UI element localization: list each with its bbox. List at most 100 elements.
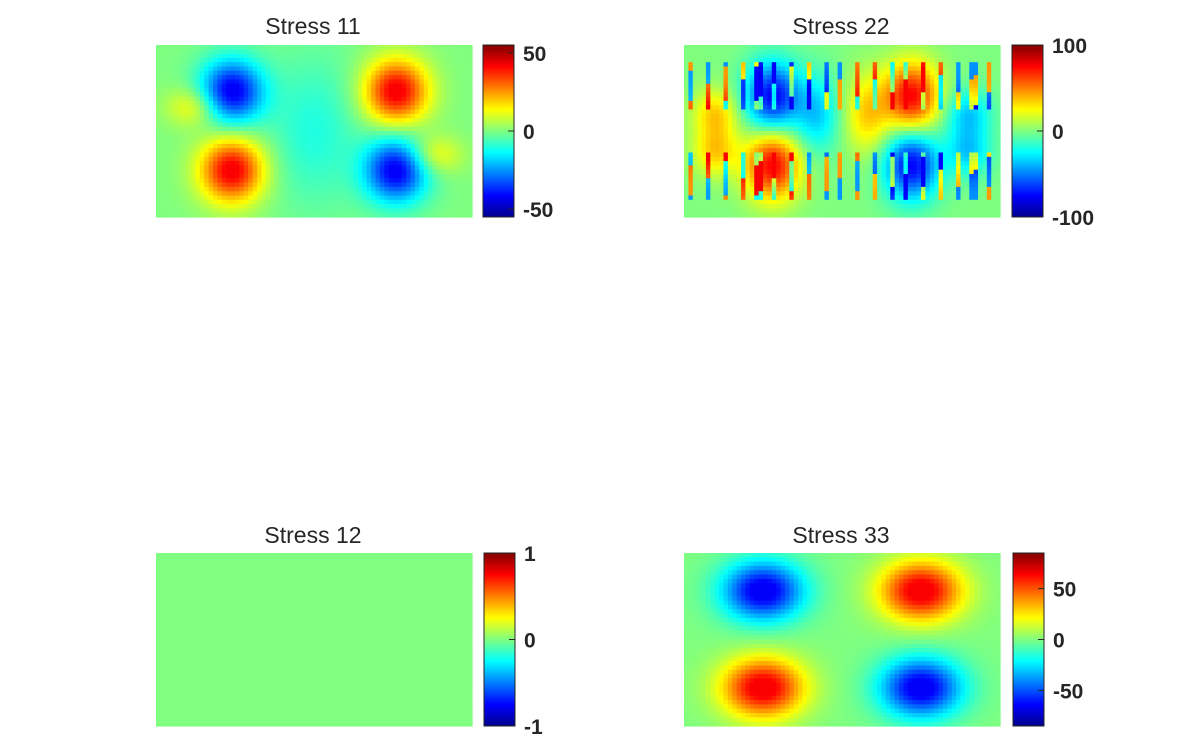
heatmap-cell	[749, 62, 755, 68]
heatmap-cell	[353, 161, 359, 166]
heatmap-cell	[270, 70, 276, 76]
heatmap-cell	[362, 156, 368, 162]
heatmap-cell	[714, 53, 720, 59]
heatmap-cell	[463, 122, 469, 128]
heatmap-cell	[872, 131, 878, 136]
heatmap-cell	[890, 139, 896, 145]
heatmap-cell	[340, 204, 346, 209]
heatmap-cell	[802, 57, 808, 63]
heatmap-cell	[173, 66, 179, 72]
heatmap-cell	[903, 131, 909, 136]
heatmap-cell	[463, 143, 469, 149]
heatmap-cell	[789, 49, 795, 55]
heatmap-cell	[309, 135, 315, 141]
heatmap-cell	[195, 131, 201, 136]
heatmap-cell	[463, 186, 469, 192]
heatmap-cell	[710, 126, 716, 132]
heatmap-cell	[419, 62, 425, 68]
heatmap-cell	[349, 156, 355, 162]
heatmap-cell	[903, 148, 909, 154]
heatmap-cell	[842, 105, 847, 111]
heatmap-cell	[859, 75, 865, 80]
heatmap-cell	[406, 79, 412, 85]
heatmap-cell	[314, 79, 319, 85]
heatmap-cell	[164, 57, 170, 63]
heatmap-cell	[960, 131, 966, 136]
heatmap-cell	[907, 96, 913, 102]
heatmap-cell	[296, 96, 302, 102]
heatmap-cell	[463, 148, 469, 154]
heatmap-cell	[195, 165, 201, 171]
heatmap-cell	[806, 92, 812, 98]
heatmap-cell	[191, 178, 197, 184]
heatmap-cell	[274, 199, 280, 205]
heatmap-cell	[467, 143, 473, 149]
heatmap-cell	[942, 139, 948, 145]
heatmap-cell	[283, 70, 289, 76]
heatmap-cell	[278, 79, 284, 85]
heatmap-cell	[305, 118, 311, 123]
heatmap-cell	[410, 148, 416, 154]
heatmap-cell	[697, 109, 703, 115]
heatmap-cell	[314, 195, 319, 201]
heatmap-cell	[217, 122, 223, 128]
heatmap-cell	[208, 139, 214, 145]
heatmap-cell	[991, 49, 997, 55]
heatmap-cell	[463, 88, 469, 93]
heatmap-cell	[793, 70, 799, 76]
heatmap-cell	[432, 199, 438, 205]
heatmap-cell	[204, 57, 210, 63]
heatmap-cell	[278, 161, 284, 166]
heatmap-cell	[885, 135, 891, 141]
heatmap-cell	[789, 70, 795, 76]
heatmap-cell	[903, 156, 909, 162]
heatmap-cell	[274, 79, 280, 85]
heatmap-cell	[688, 161, 694, 166]
heatmap-cell	[973, 152, 979, 158]
heatmap-cell	[169, 169, 175, 175]
heatmap-cell	[828, 62, 834, 68]
heatmap-cell	[226, 199, 232, 205]
heatmap-cell	[300, 126, 306, 132]
heatmap-cell	[947, 109, 953, 115]
heatmap-cell	[283, 66, 289, 72]
heatmap-cell	[745, 135, 751, 141]
heatmap-cell	[719, 49, 725, 55]
heatmap-cell	[441, 118, 447, 123]
heatmap-cell	[160, 208, 166, 214]
heatmap-cell	[454, 208, 460, 214]
heatmap-cell	[410, 135, 416, 141]
heatmap-cell	[191, 109, 197, 115]
heatmap-cell	[164, 135, 170, 141]
heatmap-cell	[741, 70, 747, 76]
heatmap-cell	[340, 131, 346, 136]
heatmap-cell	[789, 148, 795, 154]
heatmap-cell	[784, 118, 790, 123]
heatmap-cell	[397, 199, 403, 205]
heatmap-cell	[300, 75, 306, 80]
heatmap-cell	[833, 118, 839, 123]
heatmap-cell	[419, 100, 425, 106]
heatmap-cell	[833, 92, 839, 98]
heatmap-cell	[903, 83, 909, 89]
heatmap-cell	[204, 165, 210, 171]
heatmap-cell	[296, 100, 302, 106]
heatmap-cell	[318, 66, 324, 72]
heatmap-cell	[793, 100, 799, 106]
heatmap-cell	[177, 45, 183, 50]
heatmap-cell	[855, 53, 861, 59]
heatmap-cell	[406, 109, 412, 115]
heatmap-cell	[322, 199, 328, 205]
heatmap-cell	[458, 178, 464, 184]
heatmap-cell	[252, 83, 258, 89]
heatmap-cell	[270, 88, 276, 93]
heatmap-cell	[388, 169, 394, 175]
heatmap-cell	[274, 57, 280, 63]
heatmap-cell	[824, 148, 830, 154]
heatmap-cell	[780, 156, 786, 162]
heatmap-cell	[410, 49, 416, 55]
heatmap-cell	[463, 191, 469, 197]
heatmap-cell	[991, 79, 997, 85]
heatmap-cell	[252, 122, 258, 128]
heatmap-cell	[261, 118, 267, 123]
